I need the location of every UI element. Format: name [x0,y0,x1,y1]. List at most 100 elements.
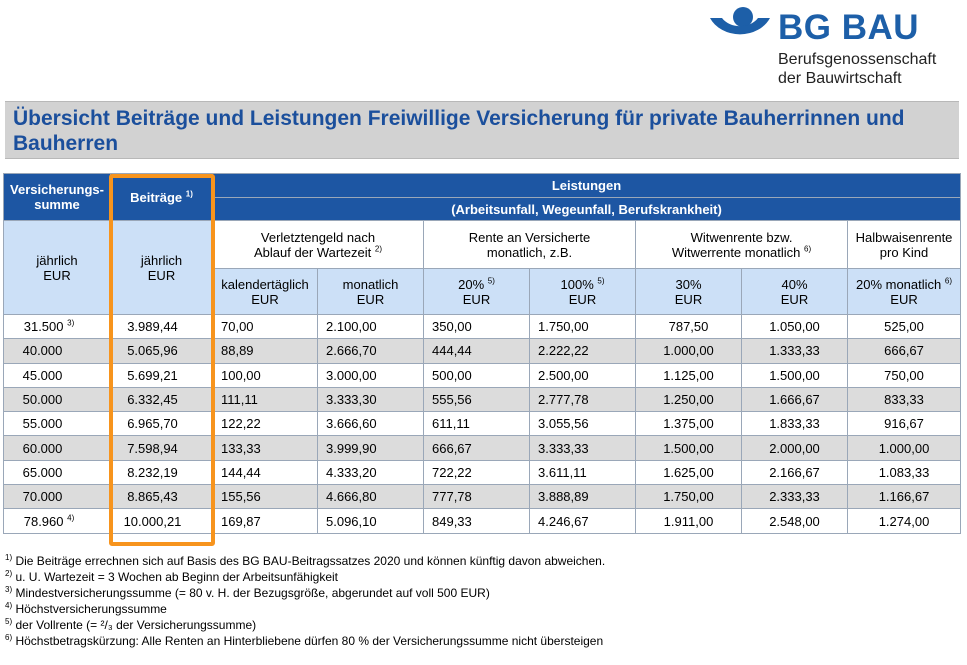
cell-kalendertaeglich: 70,00 [212,313,318,340]
cell-rente-100: 3.055,56 [529,411,636,437]
bg-bau-logo-icon [710,7,770,35]
cell-versicherungssumme: 65.000 [3,459,111,486]
cell-monatlich: 4.333,20 [317,459,424,486]
cell-rente-20: 350,00 [423,313,530,340]
cell-witwe-40: 1.833,33 [741,411,848,437]
cell-witwe-30: 1.625,00 [635,459,742,486]
cell-versicherungssumme: 70.000 [3,484,111,510]
footnote: 4) Höchstversicherungssumme [5,601,167,617]
logo-name: BG BAU [778,8,920,47]
header-beitraege: Beiträge 1) [110,173,213,221]
footnotes: 1) Die Beiträge errechnen sich auf Basis… [5,553,945,649]
cell-monatlich: 5.096,10 [317,508,424,534]
footnote: 5) der Vollrente (= ²/₃ der Versicherung… [5,617,257,633]
cell-monatlich: 3.999,90 [317,435,424,461]
cell-rente-20: 611,11 [423,411,530,437]
cell-witwe-40: 2.000,00 [741,435,848,461]
header-monatlich: monatlich EUR [317,268,424,315]
cell-rente-100: 3.333,33 [529,435,636,461]
cell-witwe-40: 1.500,00 [741,362,848,388]
logo-subtitle-line1: Berufsgenossenschaft [778,51,937,68]
cell-witwe-30: 1.125,00 [635,362,742,388]
cell-monatlich: 2.666,70 [317,338,424,364]
page-title: Übersicht Beiträge und Leistungen Freiwi… [13,107,905,155]
cell-halbwaise: 1.000,00 [846,435,962,461]
cell-witwe-30: 1.375,00 [635,411,742,437]
header-vs-unit: jährlich EUR [3,220,111,315]
cell-kalendertaeglich: 111,11 [212,386,318,413]
table-row: 78.960 4) 10.000,21 169,87 5.096,10 849,33 4.… [3,508,962,534]
cell-rente-20: 555,56 [423,386,530,413]
cell-monatlich: 3.666,60 [317,411,424,437]
header-leistungen-sub: (Arbeitsunfall, Wegeunfall, Berufskrankh… [211,197,962,221]
cell-versicherungssumme: 40.000 [3,338,111,364]
cell-witwe-30: 1.500,00 [635,435,742,461]
cell-rente-20: 777,78 [423,484,530,510]
cell-witwe-40: 1.666,67 [741,386,848,413]
cell-halbwaise: 833,33 [846,386,962,413]
header-leistungen: Leistungen [211,173,962,198]
cell-monatlich: 4.666,80 [317,484,424,510]
footnote: 6) Höchstbetragskürzung: Alle Renten an … [5,633,604,649]
cell-witwe-40: 2.548,00 [741,508,848,534]
cell-beitrag: 8.232,19 [110,459,213,486]
cell-rente-100: 3.888,89 [529,484,636,510]
cell-kalendertaeglich: 144,44 [212,459,318,486]
cell-kalendertaeglich: 169,87 [212,508,318,534]
cell-witwe-40: 1.333,33 [741,338,848,364]
header-verletztengeld: Verletztengeld nach Ablauf der Wartezeit… [212,220,424,269]
cell-halbwaise: 525,00 [846,313,962,340]
table-row: 60.000 7.598,94 133,33 3.999,90 666,67 3.333,… [3,435,962,461]
cell-rente-100: 3.611,11 [529,459,636,486]
table-row: 55.000 6.965,70 122,22 3.666,60 611,11 3.055,… [3,411,962,437]
cell-kalendertaeglich: 100,00 [212,362,318,388]
cell-witwe-30: 1.250,00 [635,386,742,413]
cell-witwe-30: 1.911,00 [635,508,742,534]
cell-versicherungssumme: 78.960 4) [3,508,111,534]
cell-rente-20: 444,44 [423,338,530,364]
cell-rente-100: 1.750,00 [529,313,636,340]
cell-beitrag: 6.965,70 [110,411,213,437]
footnote: 2) u. U. Wartezeit = 3 Wochen ab Beginn … [5,569,338,585]
table-row: 45.000 5.699,21 100,00 3.000,00 500,00 2.500,… [3,362,962,388]
cell-rente-20: 722,22 [423,459,530,486]
cell-beitrag: 7.598,94 [110,435,213,461]
cell-rente-100: 4.246,67 [529,508,636,534]
cell-versicherungssumme: 60.000 [3,435,111,461]
cell-halbwaise: 1.083,33 [846,459,962,486]
cell-monatlich: 3.000,00 [317,362,424,388]
cell-versicherungssumme: 45.000 [3,362,111,388]
cell-halbwaise: 1.274,00 [846,508,962,534]
header-rente-100: 100% 5) EUR [529,268,636,315]
header-kalendertaeglich: kalendertäglich EUR [212,268,318,315]
cell-witwe-30: 1.000,00 [635,338,742,364]
cell-beitrag: 5.065,96 [110,338,213,364]
cell-halbwaise: 1.166,67 [846,484,962,510]
header-witwenrente: Witwenrente bzw. Witwerrente monatlich 6… [635,220,848,269]
cell-rente-100: 2.500,00 [529,362,636,388]
contributions-benefits-table: Versicherungs-summe Beiträge 1) Leistung… [3,173,962,534]
cell-rente-20: 500,00 [423,362,530,388]
table-row: 31.500 3) 3.989,44 70,00 2.100,00 350,00 1.75… [3,313,962,340]
table-row: 50.000 6.332,45 111,11 3.333,30 555,56 2.777,… [3,386,962,413]
header-rente-20: 20% 5) EUR [423,268,530,315]
cell-halbwaise: 666,67 [846,338,962,364]
cell-beitrag: 10.000,21 [110,508,213,534]
table-body: 31.500 3) 3.989,44 70,00 2.100,00 350,00 1.75… [3,313,962,534]
cell-kalendertaeglich: 88,89 [212,338,318,364]
bg-bau-logo: BG BAU Berufsgenossenschaft der Bauwirts… [704,2,964,92]
cell-beitrag: 6.332,45 [110,386,213,413]
cell-beitrag: 5.699,21 [110,362,213,388]
cell-witwe-30: 787,50 [635,313,742,340]
cell-rente-20: 849,33 [423,508,530,534]
footnote: 3) Mindestversicherungssumme (= 80 v. H.… [5,585,490,601]
cell-witwe-40: 1.050,00 [741,313,848,340]
header-witwe-40: 40% EUR [741,268,848,315]
cell-halbwaise: 916,67 [846,411,962,437]
cell-beitrag: 3.989,44 [110,313,213,340]
cell-witwe-40: 2.333,33 [741,484,848,510]
cell-versicherungssumme: 31.500 3) [3,313,111,340]
cell-versicherungssumme: 55.000 [3,411,111,437]
header-halbwaisenrente: Halbwaisenrente pro Kind [846,220,962,269]
header-witwe-30: 30% EUR [635,268,742,315]
